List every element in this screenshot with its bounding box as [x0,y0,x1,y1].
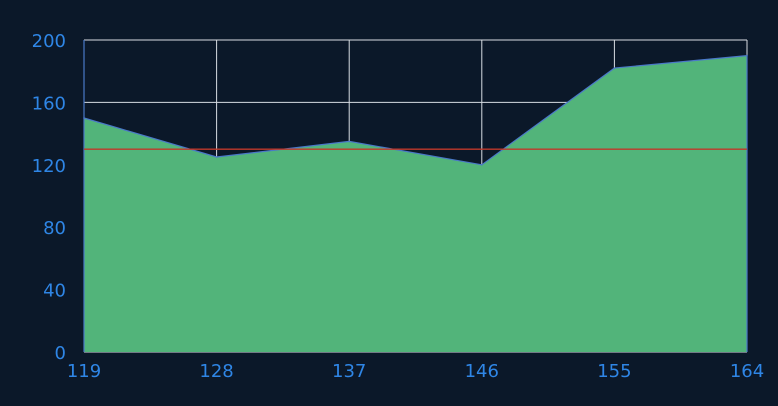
y-tick-label: 40 [43,281,66,302]
series-area [83,40,748,352]
data-point [746,54,748,57]
x-axis-ticks: 119 128 137 146 155 164 [67,361,764,382]
x-tick-label: 155 [597,361,631,382]
data-point [348,140,351,143]
y-tick-label: 160 [32,93,66,114]
x-tick-label: 146 [465,361,499,382]
x-tick-label: 128 [199,361,233,382]
x-tick-label: 137 [332,361,366,382]
y-tick-label: 120 [32,156,66,177]
y-tick-label: 0 [55,343,66,364]
series-area-fill [84,55,747,352]
data-point [613,67,616,69]
x-tick-label: 119 [67,361,101,382]
data-point [83,117,85,119]
data-point [481,164,483,166]
x-tick-label: 164 [730,361,764,382]
data-point [215,156,218,158]
y-tick-label: 80 [43,218,66,239]
y-axis-ticks: 0 40 80 120 160 200 [32,31,66,364]
series-line [83,55,748,166]
y-tick-label: 200 [32,31,66,52]
